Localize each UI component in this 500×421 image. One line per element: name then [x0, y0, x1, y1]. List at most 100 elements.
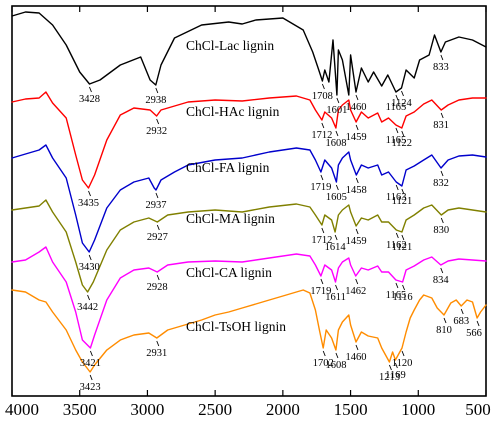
peak-label: 3435 — [78, 198, 99, 209]
peak-arrow — [335, 184, 339, 191]
peak-label: 1459 — [346, 132, 367, 143]
peak-label: 2938 — [145, 95, 166, 106]
peak-arrow — [395, 232, 399, 239]
peak-arrow — [336, 97, 340, 104]
peak-arrow — [401, 188, 405, 195]
peak-arrow — [156, 340, 160, 347]
peak-label: 1708 — [312, 91, 333, 102]
peak-arrow — [395, 184, 399, 191]
plot-frame — [11, 5, 487, 397]
x-tick-label: 1500 — [334, 400, 368, 419]
peak-label: 1165 — [386, 102, 407, 113]
peak-label: 3428 — [79, 94, 100, 105]
x-tick-label: 3500 — [63, 400, 97, 419]
peak-arrow — [355, 94, 359, 101]
x-tick-label: 500 — [465, 400, 491, 419]
peak-arrow — [401, 350, 405, 357]
series-label: ChCl-CA lignin — [186, 265, 272, 280]
peak-label: 2931 — [146, 348, 167, 359]
peak-label: 1608 — [325, 360, 346, 371]
peak-label: 3421 — [80, 358, 101, 369]
peak-label: 1702 — [313, 358, 334, 369]
peak-label: 1712 — [311, 235, 332, 246]
peak-arrow — [156, 224, 160, 231]
peak-arrow — [402, 284, 405, 291]
peak-arrow — [355, 177, 359, 184]
x-tick-label: 2500 — [198, 400, 232, 419]
peak-label: 1719 — [310, 182, 331, 193]
peak-arrow — [335, 130, 339, 137]
peak-label: 2927 — [147, 232, 168, 243]
peak-label: 810 — [436, 325, 452, 336]
peak-label: 1460 — [345, 352, 366, 363]
peak-label: 683 — [453, 316, 469, 327]
x-tick-label: 1000 — [401, 400, 435, 419]
peak-label: 3442 — [77, 302, 98, 313]
series-line — [11, 11, 487, 96]
peak-arrow — [440, 170, 444, 177]
x-axis: 4000 3500 3000 2500 2000 1500 1000 500 — [5, 6, 491, 419]
peak-arrow — [476, 320, 480, 327]
peak-arrow — [401, 130, 405, 137]
peak-arrow — [335, 284, 338, 291]
peak-label: 1712 — [311, 130, 332, 141]
series-label: ChCl-FA lignin — [186, 160, 270, 175]
peak-label: 1162 — [386, 240, 407, 251]
peak-label: 1608 — [325, 138, 346, 149]
peak-label: 1169 — [385, 370, 406, 381]
series-label: ChCl-MA lignin — [186, 211, 275, 226]
peak-arrow — [156, 274, 160, 281]
peak-label: 2932 — [146, 126, 167, 137]
peak-arrow — [89, 86, 92, 93]
peak-label: 1605 — [326, 192, 347, 203]
peak-arrow — [335, 352, 339, 359]
peak-label: 1165 — [386, 290, 407, 301]
peak-label: 1611 — [325, 292, 346, 303]
peak-label: 1459 — [346, 236, 367, 247]
peak-label: 1163 — [386, 192, 407, 203]
series-label: ChCl-Lac lignin — [186, 38, 274, 53]
peak-label: 1601 — [326, 105, 347, 116]
peak-arrow — [355, 228, 359, 235]
peak-arrow — [355, 124, 359, 131]
peak-arrow — [322, 350, 326, 357]
peak-arrow — [443, 317, 447, 324]
spectra-curves — [11, 11, 487, 373]
peak-label: 831 — [433, 120, 449, 131]
series-line — [11, 91, 487, 189]
peak-arrow — [89, 374, 93, 381]
series-label: ChCl-TsOH lignin — [186, 319, 286, 334]
x-tick-label: 4000 — [5, 400, 39, 419]
peak-label: 1614 — [325, 242, 347, 253]
peak-arrow — [155, 192, 159, 199]
peak-arrow — [320, 174, 324, 181]
peak-label: 3430 — [79, 262, 100, 273]
peak-label: 1116 — [392, 292, 412, 303]
peak-arrow — [389, 364, 392, 371]
peak-label: 1121 — [392, 196, 413, 207]
peak-arrow — [395, 282, 399, 289]
peak-arrow — [321, 227, 325, 234]
peak-arrow — [155, 87, 159, 94]
peak-arrow — [355, 278, 359, 285]
peak-label: 1121 — [392, 242, 413, 253]
peak-arrow — [395, 127, 399, 134]
peak-arrow — [320, 278, 324, 285]
peak-arrow — [89, 350, 93, 357]
series-labels: ChCl-Lac lignin ChCl-HAc lignin ChCl-FA li… — [186, 38, 286, 334]
peak-label: 1122 — [391, 138, 412, 149]
peak-arrow — [440, 217, 444, 224]
peak-label: 1462 — [345, 286, 366, 297]
peak-label: 1165 — [386, 135, 407, 146]
peak-label: 2928 — [147, 282, 168, 293]
peak-label: 832 — [433, 178, 449, 189]
x-tick-label: 3000 — [130, 400, 164, 419]
peak-label: 833 — [433, 62, 449, 73]
peak-label: 1124 — [391, 98, 412, 109]
peak-label: 3423 — [80, 382, 101, 393]
series-line — [11, 199, 487, 293]
peak-arrow — [321, 122, 325, 129]
series-label: ChCl-HAc lignin — [186, 104, 280, 119]
